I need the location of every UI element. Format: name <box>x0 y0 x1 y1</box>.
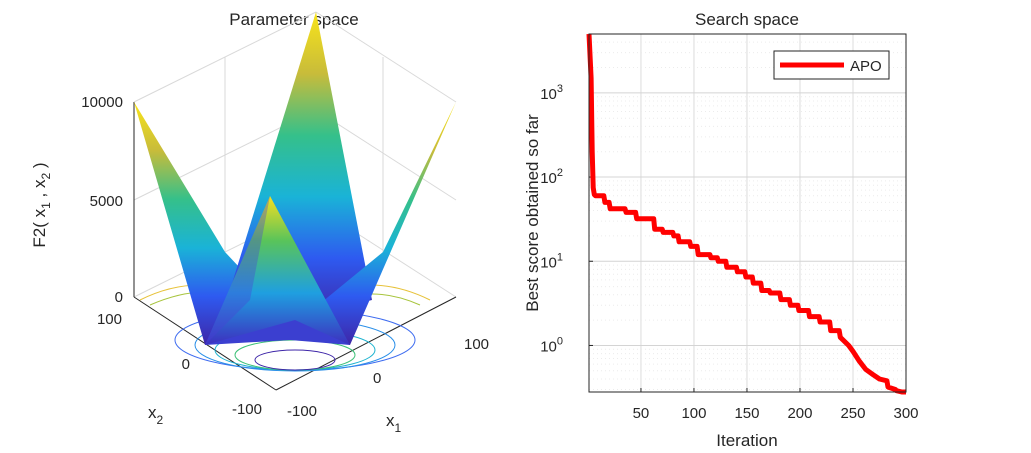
x-ticks: -100 0 100 <box>287 336 489 420</box>
surface-plot: Parameter space <box>30 10 489 435</box>
x-tick-label: 300 <box>893 405 918 422</box>
legend-label-apo: APO <box>850 58 882 75</box>
z-tick-label: 10000 <box>81 94 123 111</box>
x-axis-label: x1 <box>386 411 402 435</box>
surface-mesh <box>134 12 456 345</box>
z-tick-label: 0 <box>115 289 123 306</box>
y-tick-label: 103 <box>540 83 563 103</box>
surface-title: Parameter space <box>229 10 358 29</box>
z-axis-label: F2( x1 , x2 ) <box>30 162 53 247</box>
surface-center-shade <box>205 196 270 345</box>
x-tick-label: -100 <box>287 403 317 420</box>
y-axis-label: x2 <box>148 403 164 427</box>
x-tick-label: 150 <box>734 405 759 422</box>
convergence-plot: Search space 50 100 150 200 250 300 100 101 102 1… <box>523 10 919 450</box>
x-tick-label: 100 <box>681 405 706 422</box>
grid <box>589 33 907 392</box>
y-ticks: 100 0 -100 <box>97 311 262 418</box>
ticks: 50 100 150 200 250 300 100 101 102 103 <box>540 83 918 422</box>
x-tick-label: 200 <box>787 405 812 422</box>
plot-frame <box>588 33 907 393</box>
series-line-apo <box>586 33 906 395</box>
y-tick-label: 102 <box>540 167 563 187</box>
z-tick-label: 5000 <box>90 193 123 210</box>
x-tick-label: 0 <box>373 370 381 387</box>
y-axis-label: Best score obtained so far <box>523 114 542 312</box>
x-tick-label: 250 <box>840 405 865 422</box>
legend: APO <box>773 50 890 80</box>
y-tick-label: 100 <box>97 311 122 328</box>
curve-title: Search space <box>695 10 799 29</box>
y-tick-label: -100 <box>232 401 262 418</box>
surface-center-peak <box>205 196 350 345</box>
y-tick-label: 100 <box>540 335 563 355</box>
y-tick-label: 0 <box>182 356 190 373</box>
y-tick-label: 101 <box>540 251 563 271</box>
x-tick-label: 100 <box>464 336 489 353</box>
z-ticks: 10000 5000 0 <box>81 94 123 306</box>
x-axis-label: Iteration <box>716 431 777 450</box>
x-tick-label: 50 <box>633 405 650 422</box>
